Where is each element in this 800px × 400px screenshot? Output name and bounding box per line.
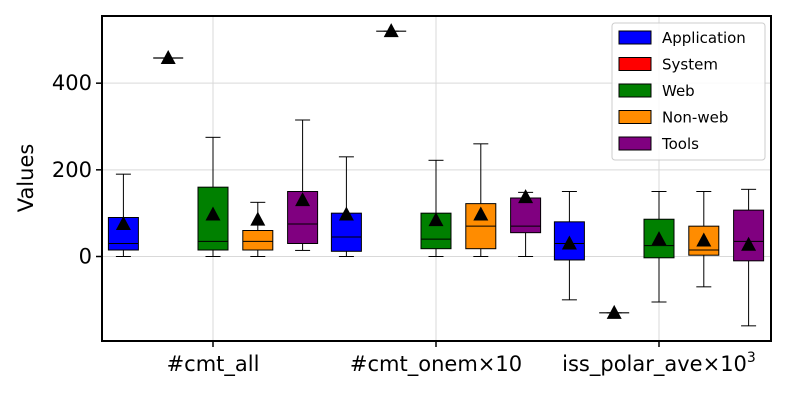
- y-tick-label: 200: [52, 158, 92, 182]
- legend-swatch-web: [618, 83, 652, 98]
- box-plot-data: [107, 23, 765, 327]
- legend-label-web: Web: [662, 82, 695, 100]
- box-iqr: [510, 197, 542, 234]
- box-non-web: [465, 143, 497, 257]
- legend-swatch-non-web: [618, 110, 652, 124]
- legend-label-application: Application: [662, 29, 746, 47]
- y-tick-label: 0: [79, 245, 92, 269]
- box-web: [643, 191, 675, 303]
- mean-marker: [518, 189, 534, 204]
- box-web: [197, 136, 229, 257]
- legend-label-tools: Tools: [661, 135, 699, 153]
- mean-marker: [428, 212, 444, 227]
- box-application: [107, 173, 139, 257]
- legend-swatch-tools: [618, 136, 652, 151]
- mean-marker: [338, 206, 354, 221]
- mean-marker: [295, 192, 311, 207]
- mean-marker: [561, 235, 577, 250]
- box-application: [553, 191, 585, 301]
- box-tools: [287, 119, 319, 251]
- x-tick-label-superscript: 3: [747, 350, 756, 366]
- y-tick-label: 400: [52, 71, 92, 95]
- mean-marker: [160, 50, 176, 65]
- legend: Application System Web Non-web Tools: [611, 22, 766, 161]
- mean-marker: [651, 231, 667, 246]
- x-tick-label: #cmt_all: [167, 352, 260, 377]
- axes: 0 200 400 #cmt_all #cmt_onem×10 iss_polar_ave…: [52, 71, 756, 377]
- mean-marker: [606, 304, 622, 319]
- box-web: [420, 159, 452, 257]
- mean-marker: [383, 23, 399, 38]
- box-non-web: [242, 201, 274, 257]
- mean-marker: [115, 216, 131, 230]
- legend-swatch-application: [618, 30, 652, 45]
- mean-marker: [250, 211, 266, 226]
- x-tick-label: iss_polar_ave×103: [562, 350, 756, 377]
- mean-marker: [205, 206, 221, 221]
- y-axis-title: Values: [14, 144, 38, 213]
- box-system: [599, 304, 630, 319]
- box-non-web: [688, 191, 720, 288]
- mean-marker: [741, 236, 757, 251]
- legend-label-non-web: Non-web: [662, 109, 728, 127]
- legend-label-system: System: [662, 56, 718, 74]
- box-iqr: [242, 230, 274, 251]
- x-tick-label: #cmt_onem×10: [350, 352, 522, 377]
- box-application: [330, 156, 362, 257]
- box-iqr: [733, 209, 765, 262]
- mean-marker: [473, 206, 489, 221]
- box-tools: [733, 188, 765, 327]
- mean-marker: [696, 232, 712, 247]
- legend-swatch-system: [618, 57, 652, 71]
- box-tools: [510, 189, 542, 257]
- box-system: [376, 23, 407, 38]
- box-system: [153, 50, 184, 65]
